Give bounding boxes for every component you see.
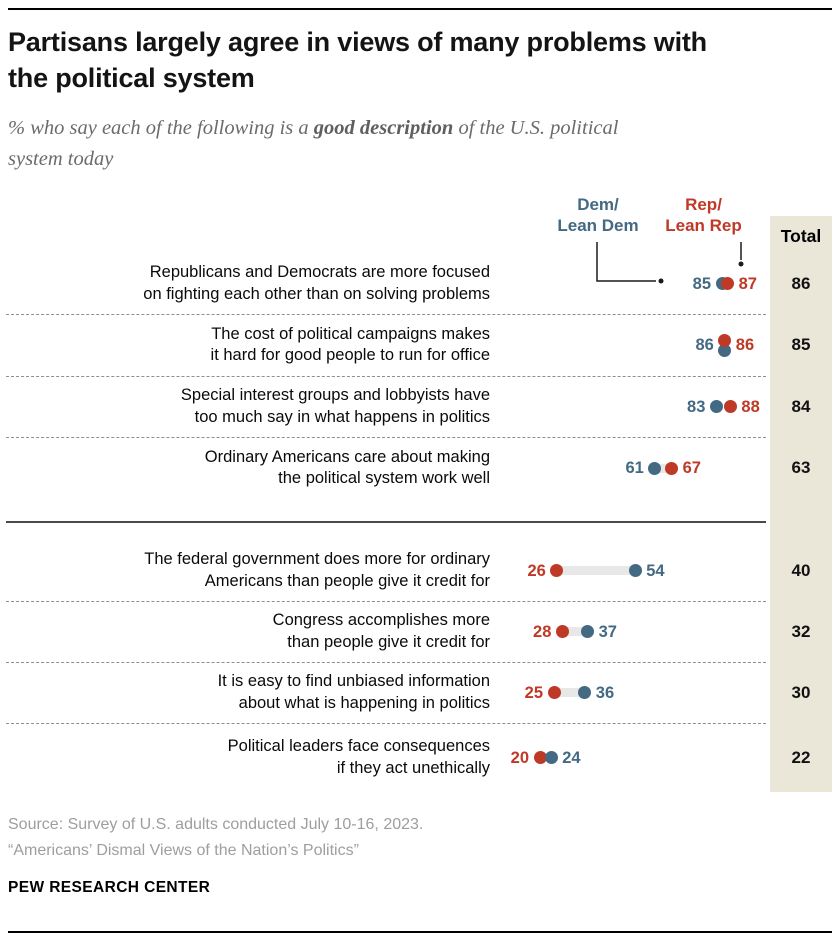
dem-value-label: 54 bbox=[646, 561, 665, 580]
row-plot: 28 37 bbox=[500, 601, 766, 662]
rep-value-label: 26 bbox=[527, 561, 546, 580]
row-label: Republicans and Democrats are more focus… bbox=[6, 253, 490, 314]
row-label-text: Republicans and Democrats are more focus… bbox=[143, 263, 490, 303]
total-value: 63 bbox=[791, 458, 811, 477]
total-value: 22 bbox=[791, 747, 811, 767]
source-text: Source: Survey of U.S. adults conducted … bbox=[8, 816, 424, 833]
rep-dot bbox=[665, 461, 679, 475]
subtitle-line2: system today bbox=[8, 148, 114, 170]
row-label-text: Special interest groups and lobbyists ha… bbox=[180, 386, 490, 426]
legend-total-label: Total bbox=[780, 226, 822, 246]
chart-title-line2: the political system bbox=[8, 63, 255, 93]
chart-row: Special interest groups and lobbyists ha… bbox=[6, 376, 766, 438]
legend-dem-line2: Lean Dem bbox=[557, 216, 639, 235]
rep-value-label: 20 bbox=[510, 748, 529, 767]
dem-dot bbox=[709, 400, 723, 413]
rep-value-label: 25 bbox=[524, 683, 543, 702]
row-label: The cost of political campaigns makes it … bbox=[6, 314, 490, 376]
dem-value-label: 24 bbox=[562, 748, 581, 767]
rep-value-label: 87 bbox=[738, 274, 757, 293]
dem-dot bbox=[578, 686, 592, 699]
legend-dem-line1: Dem/ bbox=[577, 195, 619, 214]
legend-rep-line1: Rep/ bbox=[685, 195, 722, 214]
chart-row: It is easy to find unbiased information a… bbox=[6, 662, 766, 724]
row-plot: 25 36 bbox=[500, 662, 766, 723]
row-plot: 20 24 bbox=[500, 723, 766, 792]
dem-value-label: 36 bbox=[595, 683, 615, 702]
chart-row: Republicans and Democrats are more focus… bbox=[6, 253, 766, 315]
row-label-text: The federal government does more for ord… bbox=[144, 550, 490, 590]
legend-rep-line2: Lean Rep bbox=[665, 216, 742, 235]
legend-rep-label: Rep/ Lean Rep bbox=[656, 194, 751, 236]
dot-connector-bar bbox=[556, 566, 636, 575]
total-value: 32 bbox=[791, 621, 811, 641]
dem-value-label: 86 bbox=[695, 336, 714, 354]
dem-dot bbox=[718, 343, 732, 357]
rep-value-label: 86 bbox=[735, 336, 755, 354]
total-value: 40 bbox=[791, 560, 811, 580]
chart-row: The federal government does more for ord… bbox=[6, 540, 766, 602]
row-plot: 61 67 bbox=[500, 437, 766, 499]
row-label: Special interest groups and lobbyists ha… bbox=[6, 376, 490, 437]
bottom-rule bbox=[8, 931, 832, 933]
rep-dot bbox=[550, 564, 564, 577]
row-label-text: Political leaders face consequences if th… bbox=[227, 737, 490, 777]
total-column-background bbox=[770, 216, 832, 792]
rep-value-label: 88 bbox=[741, 397, 760, 416]
dot-connector-bar bbox=[554, 688, 585, 697]
subtitle-prefix: % who say each of the following is a bbox=[8, 117, 314, 139]
row-plot: 83 88 bbox=[500, 376, 766, 437]
row-label-text: Congress accomplishes more than people gi… bbox=[272, 611, 490, 651]
chart-row: The cost of political campaigns makes it … bbox=[6, 314, 766, 377]
dem-value-label: 85 bbox=[692, 274, 711, 293]
total-value: 30 bbox=[791, 682, 811, 702]
rep-dot bbox=[533, 751, 547, 764]
rep-dot bbox=[547, 686, 561, 699]
rep-dot bbox=[721, 277, 735, 290]
report-title-text: “Americans’ Dismal Views of the Nation’s… bbox=[8, 842, 359, 859]
rep-dot bbox=[718, 333, 732, 347]
dem-value-label: 37 bbox=[598, 622, 617, 641]
chart-row: Political leaders face consequences if th… bbox=[6, 723, 766, 792]
chart-row: Congress accomplishes more than people gi… bbox=[6, 601, 766, 663]
rep-dot bbox=[555, 625, 569, 638]
pew-research-center-wordmark: PEW RESEARCH CENTER bbox=[8, 879, 211, 896]
row-label: Political leaders face consequences if th… bbox=[6, 723, 490, 792]
row-label-text: Ordinary Americans care about making the … bbox=[204, 447, 490, 488]
row-label: Ordinary Americans care about making the … bbox=[6, 437, 490, 499]
dem-dot bbox=[544, 751, 558, 764]
total-value: 86 bbox=[791, 273, 811, 293]
dem-dot bbox=[628, 564, 642, 577]
subtitle-suffix: of the U.S. political bbox=[453, 117, 619, 139]
dem-value-label: 61 bbox=[625, 459, 644, 477]
row-label: The federal government does more for ord… bbox=[6, 540, 490, 601]
rep-value-label: 67 bbox=[682, 459, 701, 477]
section-divider bbox=[6, 521, 766, 523]
chart-row: Ordinary Americans care about making the … bbox=[6, 437, 766, 499]
legend-dem-label: Dem/ Lean Dem bbox=[548, 194, 648, 236]
chart-title-line1: Partisans largely agree in views of many… bbox=[8, 27, 707, 57]
total-value: 84 bbox=[791, 396, 811, 416]
row-label-text: It is easy to find unbiased information a… bbox=[217, 672, 490, 712]
row-label-text: The cost of political campaigns makes it … bbox=[210, 324, 490, 365]
row-plot: 26 54 bbox=[500, 540, 766, 601]
total-value: 85 bbox=[791, 335, 811, 354]
dot-connector-bar bbox=[562, 627, 588, 636]
chart-subtitle: % who say each of the following is a goo… bbox=[8, 113, 820, 175]
dem-dot bbox=[581, 625, 595, 638]
row-label: It is easy to find unbiased information a… bbox=[6, 662, 490, 723]
chart-title: Partisans largely agree in views of many… bbox=[8, 24, 832, 96]
row-label: Congress accomplishes more than people gi… bbox=[6, 601, 490, 662]
dem-value-label: 83 bbox=[687, 397, 706, 416]
rep-dot bbox=[723, 400, 737, 413]
subtitle-emphasis: good description bbox=[313, 117, 454, 139]
rep-value-label: 28 bbox=[533, 622, 552, 641]
row-plot: 86 86 bbox=[500, 314, 766, 376]
row-plot: 85 87 bbox=[500, 253, 766, 314]
dot-connector-bar bbox=[654, 463, 672, 473]
dem-dot bbox=[648, 461, 662, 475]
top-rule bbox=[8, 8, 832, 10]
